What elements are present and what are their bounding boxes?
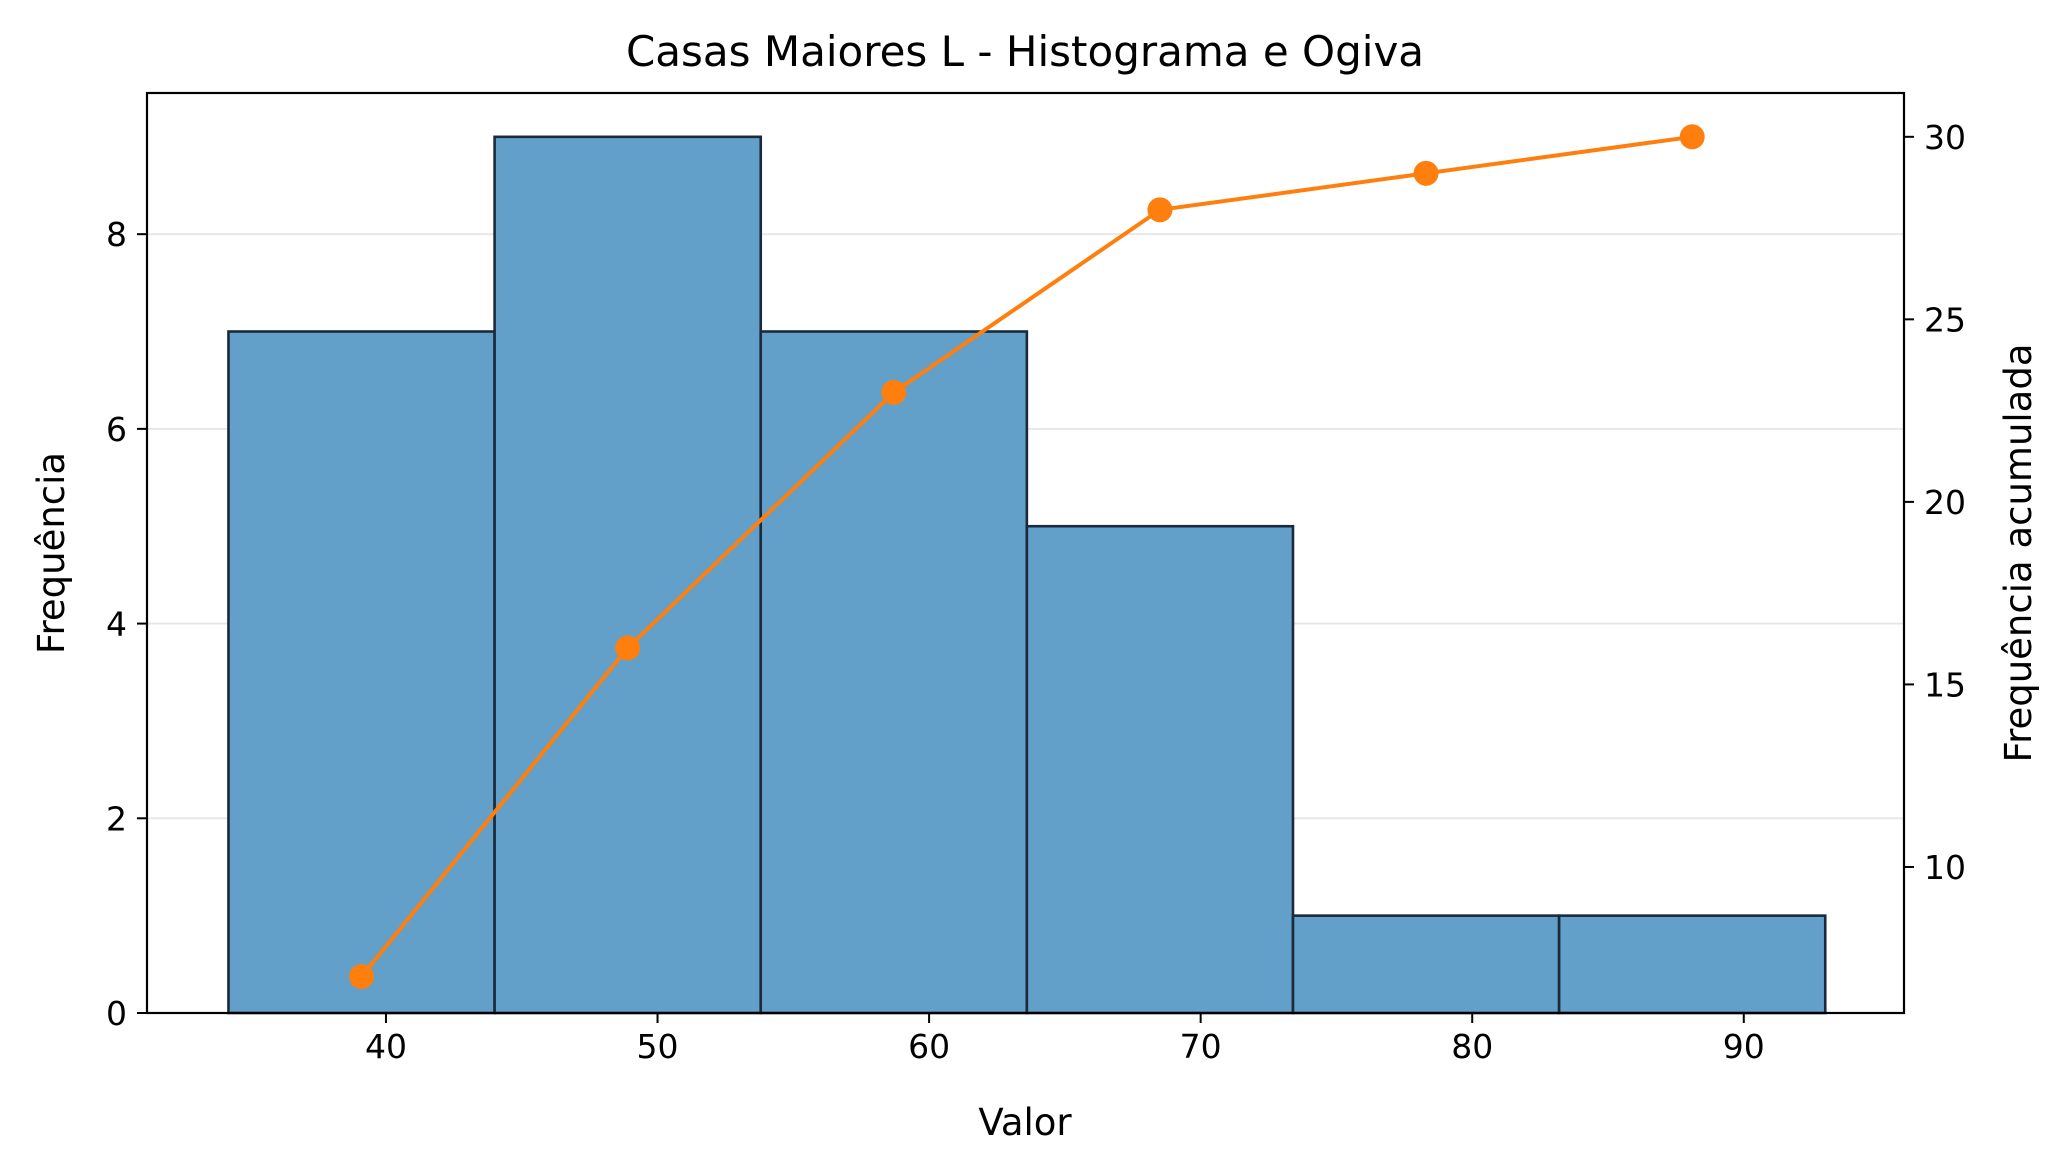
y-tick-label: 0 — [106, 994, 127, 1033]
ogive-point — [881, 379, 907, 405]
x-tick-label: 50 — [637, 1027, 679, 1066]
histogram-bar — [493, 135, 763, 1015]
ogive-layer — [349, 124, 1705, 989]
y2-tick-label: 15 — [1924, 665, 1966, 704]
ogive-point — [349, 963, 375, 989]
ogive-line — [359, 134, 1693, 978]
ogive-point — [615, 635, 641, 661]
y-tick-label: 6 — [106, 410, 127, 449]
x-axis-label: Valor — [978, 1101, 1072, 1144]
chart-title: Casas Maiores L - Histograma e Ogiva — [626, 27, 1424, 76]
y2-axis-label: Frequência acumulada — [1997, 343, 2040, 762]
x-tick-label: 40 — [365, 1027, 407, 1066]
y-tick-label: 8 — [106, 215, 127, 254]
x-tick-label: 70 — [1180, 1027, 1222, 1066]
x-tick-label: 60 — [908, 1027, 950, 1066]
ogive-point — [1413, 160, 1439, 186]
histogram-bar — [1557, 914, 1827, 1015]
y2-tick-label: 25 — [1924, 300, 1966, 339]
y2-tick-label: 10 — [1924, 848, 1966, 887]
x-axis: 40 50 60 70 80 90 — [365, 1013, 1765, 1066]
histogram-bar — [1025, 524, 1295, 1015]
y-axis-left: 0 2 4 6 8 — [106, 215, 147, 1033]
x-tick-label: 80 — [1451, 1027, 1493, 1066]
y-axis-label: Frequência — [30, 452, 73, 654]
ogive-point — [1147, 197, 1173, 223]
y2-tick-label: 20 — [1924, 483, 1966, 522]
y-tick-label: 4 — [106, 605, 127, 644]
bars-layer — [227, 135, 1827, 1015]
histogram-bar — [1291, 914, 1561, 1015]
y-axis-right: 10 15 20 25 30 — [1904, 118, 1966, 887]
x-tick-label: 90 — [1723, 1027, 1765, 1066]
ogive-point — [1679, 124, 1705, 150]
histogram-bar — [227, 330, 496, 1015]
y-tick-label: 2 — [106, 799, 127, 838]
histogram-bar — [759, 330, 1029, 1015]
plot-frame — [145, 91, 1906, 1015]
y2-tick-label: 30 — [1924, 118, 1966, 157]
